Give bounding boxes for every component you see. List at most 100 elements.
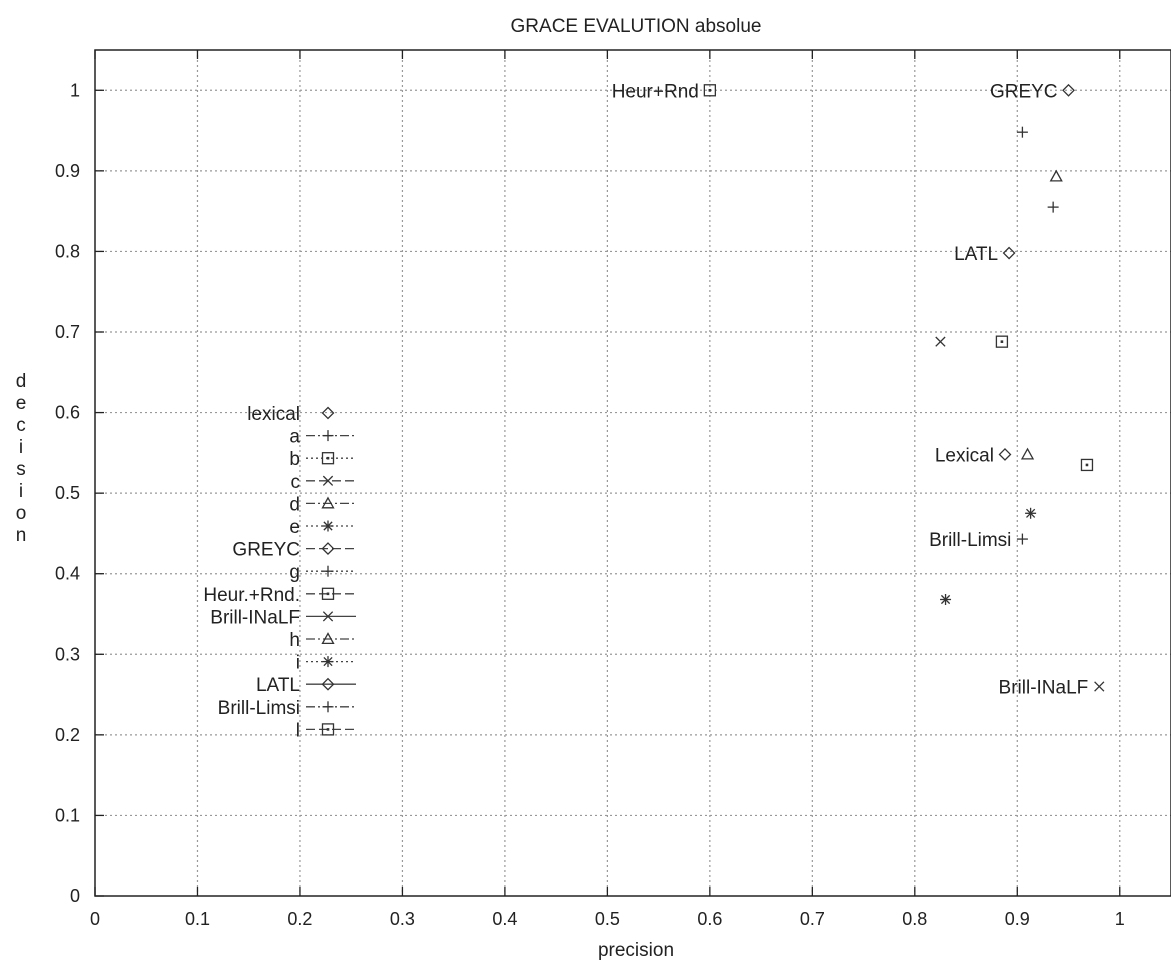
legend-label: c xyxy=(291,472,301,493)
legend-entry: l xyxy=(296,720,356,741)
x-axis-label: precision xyxy=(598,940,674,961)
y-tick-label: 0.8 xyxy=(55,241,80,261)
grid xyxy=(95,50,1171,896)
data-point xyxy=(1080,458,1094,472)
legend-entry: LATL xyxy=(256,675,356,696)
data-point xyxy=(940,593,952,605)
x-tick-label: 0.7 xyxy=(800,909,825,929)
legend-label: i xyxy=(296,653,300,674)
legend: lexicalabcdeGREYCgHeur.+Rnd.Brill-INaLFh… xyxy=(203,404,356,741)
data-point xyxy=(935,336,946,347)
y-tick-label: 0 xyxy=(70,886,80,906)
legend-marker xyxy=(322,656,334,668)
legend-entry: c xyxy=(291,472,356,493)
legend-marker xyxy=(321,632,335,645)
y-axis-label-letter: o xyxy=(16,503,27,524)
y-tick-label: 0.5 xyxy=(55,483,80,503)
data-point xyxy=(995,335,1009,348)
legend-label: l xyxy=(296,720,300,741)
legend-entry: h xyxy=(289,630,356,651)
y-axis-label-letter: e xyxy=(16,393,27,414)
y-tick-label: 0.2 xyxy=(55,725,80,745)
chart-title: GRACE EVALUTION absolue xyxy=(511,16,762,37)
point-label: Heur+Rnd xyxy=(612,81,699,102)
x-tick-label: 0.8 xyxy=(902,909,927,929)
x-tick-label: 0.2 xyxy=(287,909,312,929)
data-points: Lexical GREYC Heur+Rnd Brill-INaLF LATL Brill… xyxy=(612,81,1105,699)
x-tick-label: 0 xyxy=(90,909,100,929)
legend-label: g xyxy=(289,562,300,583)
legend-entry: b xyxy=(289,449,356,470)
legend-entry: a xyxy=(289,427,356,448)
data-point xyxy=(998,448,1012,461)
legend-entry: i xyxy=(296,653,356,674)
y-tick-label: 0.3 xyxy=(55,644,80,664)
legend-marker xyxy=(322,701,334,713)
plot-frame xyxy=(94,49,1171,897)
y-axis-label-letter: i xyxy=(19,481,23,502)
legend-label: GREYC xyxy=(232,540,300,561)
x-tick-label: 0.1 xyxy=(185,909,210,929)
legend-label: b xyxy=(289,449,300,470)
legend-label: LATL xyxy=(256,675,300,696)
data-point xyxy=(1016,126,1028,138)
axis-ticks: 0 0.1 0.2 0.3 0.4 0.5 0.6 0.7 0.8 0.9 1 0 0.1 0.2 0.3 0… xyxy=(55,50,1125,929)
legend-marker xyxy=(322,475,334,486)
legend-entry: g xyxy=(289,562,356,583)
legend-label: h xyxy=(289,630,300,651)
point-label: Lexical xyxy=(935,445,994,466)
x-tick-label: 0.9 xyxy=(1005,909,1030,929)
legend-entry: e xyxy=(289,517,356,538)
y-axis-label-letter: d xyxy=(16,371,27,392)
legend-marker xyxy=(321,496,335,509)
legend-marker xyxy=(321,723,335,736)
y-axis-label-letter: n xyxy=(16,525,27,546)
y-tick-label: 0.1 xyxy=(55,805,80,825)
legend-entry: Brill-INaLF xyxy=(210,607,356,628)
legend-marker xyxy=(321,587,335,600)
legend-entry: d xyxy=(289,494,356,515)
point-label: Brill-INaLF xyxy=(999,678,1089,699)
legend-entry: lexical xyxy=(247,404,335,425)
y-axis-label-letter: i xyxy=(19,437,23,458)
x-tick-label: 0.6 xyxy=(697,909,722,929)
data-point xyxy=(1002,246,1016,260)
data-point xyxy=(1047,201,1059,213)
x-tick-label: 0.4 xyxy=(492,909,517,929)
legend-marker xyxy=(321,406,335,420)
data-point xyxy=(703,84,717,97)
x-tick-label: 0.5 xyxy=(595,909,620,929)
y-tick-label: 0.4 xyxy=(55,564,80,584)
legend-marker xyxy=(321,542,335,556)
y-tick-label: 0.7 xyxy=(55,322,80,342)
point-label: GREYC xyxy=(990,81,1058,102)
legend-marker xyxy=(322,520,334,532)
legend-marker xyxy=(322,565,334,577)
legend-label: lexical xyxy=(247,404,300,425)
data-point xyxy=(1020,447,1035,460)
data-point xyxy=(1049,169,1063,182)
legend-label: Heur.+Rnd. xyxy=(203,585,300,606)
data-point xyxy=(1062,83,1075,97)
legend-entry: GREYC xyxy=(232,540,356,561)
data-point xyxy=(1025,507,1037,519)
y-axis-label-letter: s xyxy=(16,459,26,480)
legend-label: Brill-INaLF xyxy=(210,607,300,628)
y-tick-label: 1 xyxy=(70,80,80,100)
legend-marker xyxy=(322,611,334,622)
y-tick-label: 0.6 xyxy=(55,403,80,423)
legend-label: d xyxy=(289,494,300,515)
x-tick-label: 1 xyxy=(1115,909,1125,929)
y-axis-label-letter: c xyxy=(16,415,26,436)
legend-marker xyxy=(322,430,334,442)
legend-entry: Heur.+Rnd. xyxy=(203,585,356,606)
legend-marker xyxy=(321,677,335,691)
data-point xyxy=(1094,681,1105,692)
legend-label: e xyxy=(289,517,300,538)
point-label: Brill-Limsi xyxy=(929,530,1011,551)
legend-entry: Brill-Limsi xyxy=(218,698,356,719)
x-tick-label: 0.3 xyxy=(390,909,415,929)
legend-label: Brill-Limsi xyxy=(218,698,300,719)
